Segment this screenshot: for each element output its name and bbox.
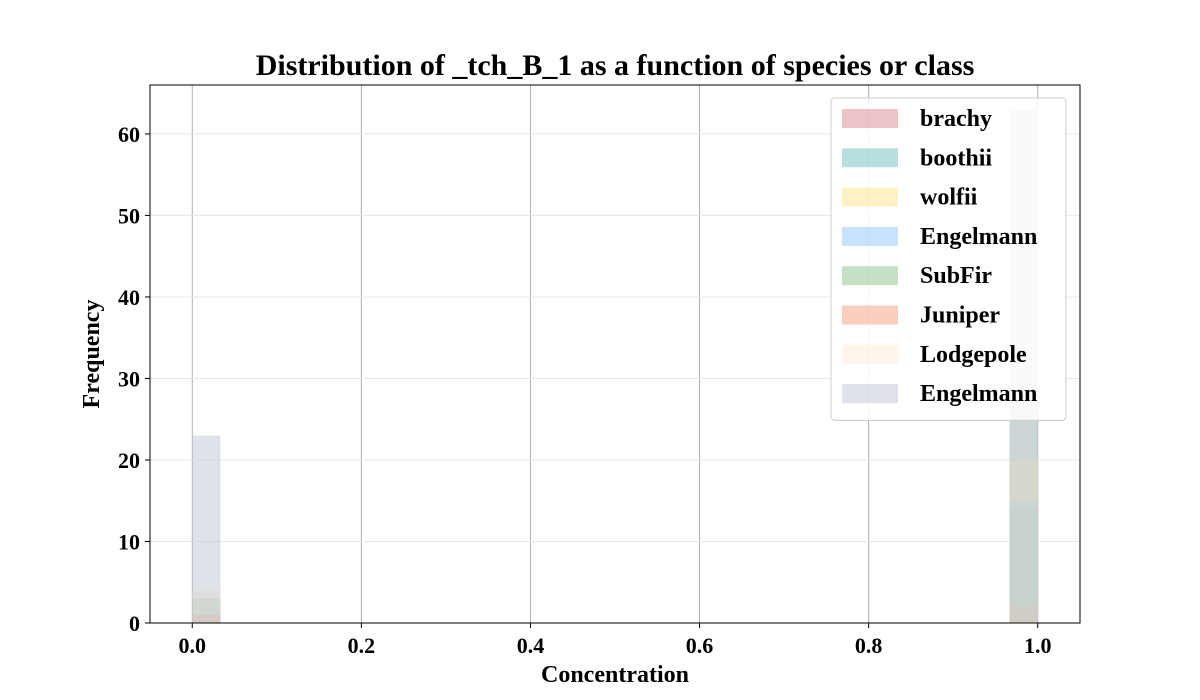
legend-label-2: wolfii	[920, 185, 978, 211]
x-axis-ticks: 0.0 0.2 0.4 0.6 0.8 1.0	[179, 623, 1052, 658]
legend-label-0: brachy	[920, 106, 992, 132]
x-tick-label-2: 0.4	[517, 633, 545, 658]
x-tick-label-5: 1.0	[1024, 633, 1052, 658]
legend-swatch-0	[842, 109, 898, 128]
legend-swatch-1	[842, 148, 898, 168]
x-tick-label-4: 0.8	[855, 633, 883, 658]
x-axis-label: Concentration	[541, 662, 689, 688]
chart-title: Distribution of _tch_B_1 as a function o…	[256, 49, 975, 82]
legend-swatch-3	[842, 226, 898, 246]
y-tick-label-5: 50	[118, 203, 140, 228]
legend-label-7: Engelmann	[920, 381, 1037, 407]
plot-frame	[149, 84, 1081, 624]
y-axis-ticks: 0 10 20 30 40 50 60	[118, 122, 150, 636]
legend-label-1: boothii	[920, 145, 992, 171]
legend-swatch-2	[842, 187, 898, 207]
y-tick-label-3: 30	[118, 366, 140, 391]
legend-swatch-6	[842, 344, 898, 364]
legend-swatch-5	[842, 305, 898, 325]
y-tick-label-1: 10	[118, 529, 140, 554]
legend-swatch-4	[842, 266, 898, 286]
x-tick-label-1: 0.2	[348, 633, 376, 658]
y-tick-label-6: 60	[118, 122, 140, 147]
legend: brachy boothii wolfii Engelmann SubFir Junipe…	[830, 97, 1067, 421]
legend-box	[830, 97, 1067, 421]
bar-engelmann-7-bin-0	[192, 435, 221, 623]
y-tick-label-0: 0	[129, 611, 140, 636]
legend-label-6: Lodgepole	[920, 342, 1027, 368]
x-tick-label-0: 0.0	[179, 633, 207, 658]
y-axis-label: Frequency	[79, 300, 105, 409]
x-tick-label-3: 0.6	[686, 633, 714, 658]
legend-swatch-7	[842, 384, 898, 404]
y-tick-label-2: 20	[118, 448, 140, 473]
legend-label-5: Juniper	[920, 303, 1000, 329]
y-tick-label-4: 40	[118, 285, 140, 310]
legend-label-4: SubFir	[920, 263, 992, 289]
legend-label-3: Engelmann	[920, 224, 1037, 250]
